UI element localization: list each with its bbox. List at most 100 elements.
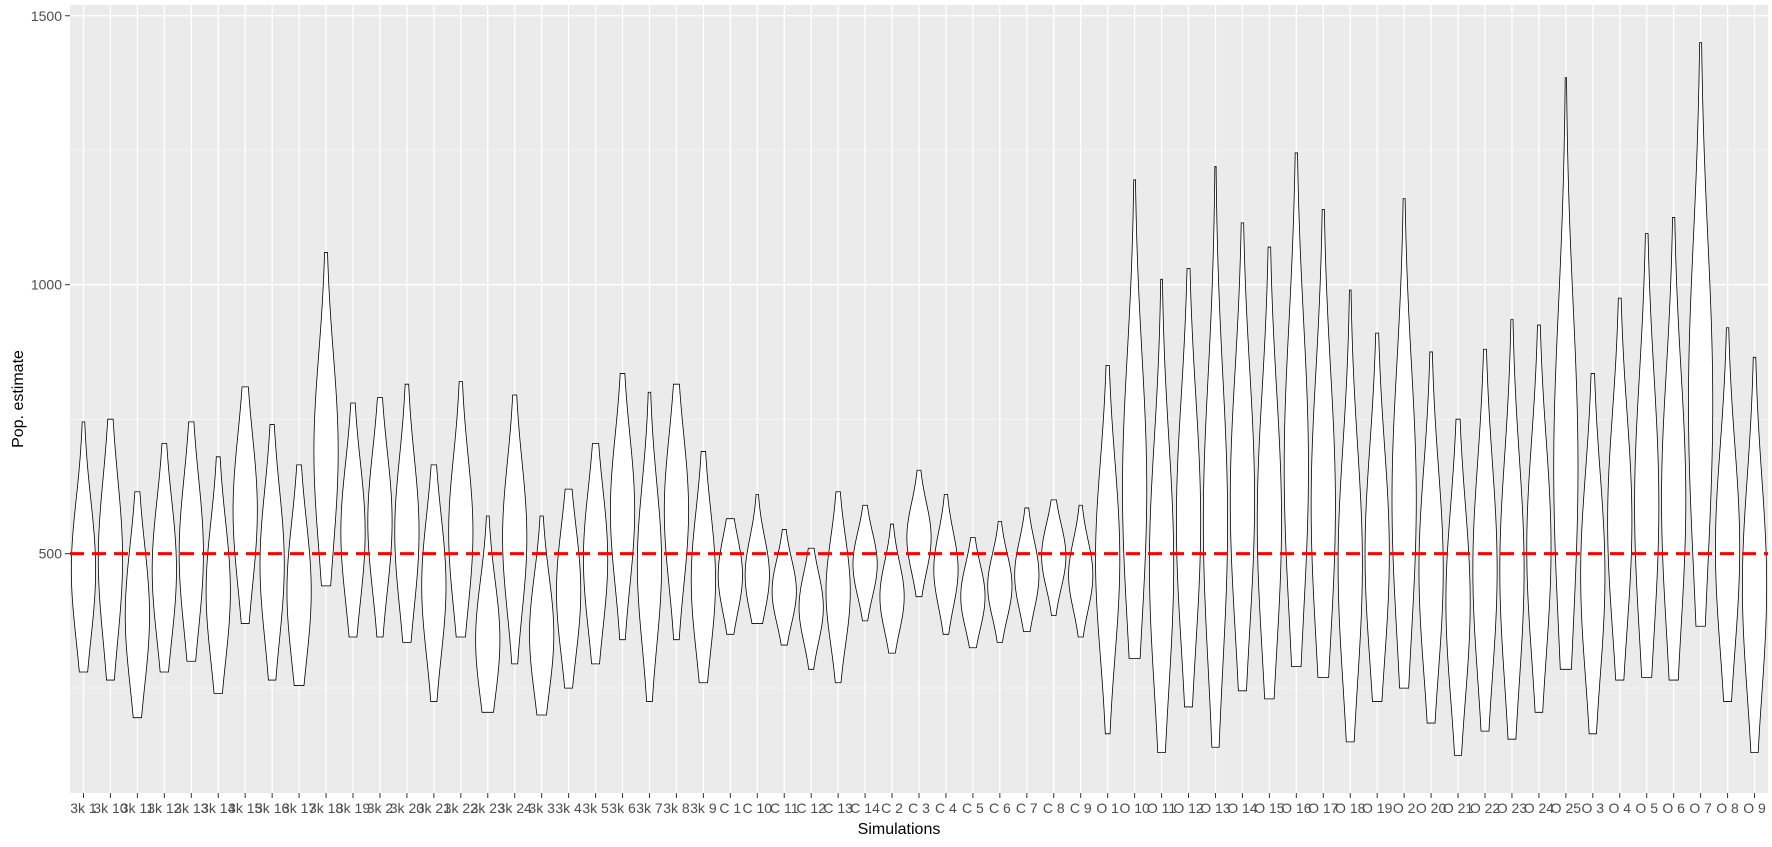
x-tick-label: C 1 xyxy=(719,800,741,816)
violin-3k-1 xyxy=(70,421,96,673)
x-tick-label: O 23 xyxy=(1497,800,1528,816)
x-tick-label: 3k 19 xyxy=(336,800,370,816)
x-tick-label: O 2 xyxy=(1393,800,1416,816)
violin-o-20 xyxy=(1418,351,1444,724)
x-tick-label: O 13 xyxy=(1200,800,1231,816)
x-tick-label: C 11 xyxy=(770,800,799,816)
x-tick-label: 3k 13 xyxy=(174,800,208,816)
violin-o-25 xyxy=(1553,77,1579,670)
x-tick-label: O 21 xyxy=(1443,800,1474,816)
x-tick-label: 3k 7 xyxy=(636,800,663,816)
violin-c-9 xyxy=(1068,504,1094,638)
violin-c-1 xyxy=(717,518,743,635)
x-tick-label: 3k 11 xyxy=(121,800,154,816)
x-tick-label: O 11 xyxy=(1147,800,1177,816)
x-tick-label: O 3 xyxy=(1582,800,1605,816)
x-tick-label: 3k 2 xyxy=(367,800,394,816)
violin-3k-10 xyxy=(97,418,123,681)
violin-o-4 xyxy=(1607,297,1633,681)
violin-o-14 xyxy=(1229,222,1255,692)
violin-3k-19 xyxy=(340,402,366,638)
violin-o-2 xyxy=(1391,198,1417,689)
violin-3k-18 xyxy=(313,252,339,587)
y-axis-title: Pop. estimate xyxy=(10,350,27,448)
violin-3k-7 xyxy=(636,391,662,702)
violin-3k-15 xyxy=(232,386,258,624)
x-tick-label: O 24 xyxy=(1524,800,1555,816)
y-tick-label: 1000 xyxy=(31,277,62,293)
x-tick-label: O 4 xyxy=(1608,800,1631,816)
x-tick-label: C 10 xyxy=(742,800,772,816)
x-tick-label: 3k 24 xyxy=(498,800,532,816)
x-tick-label: O 15 xyxy=(1254,800,1285,816)
violin-3k-13 xyxy=(178,421,204,662)
x-tick-label: O 6 xyxy=(1662,800,1685,816)
x-tick-label: 3k 21 xyxy=(417,800,451,816)
violin-c-8 xyxy=(1041,499,1067,616)
x-tick-label: 3k 6 xyxy=(609,800,636,816)
x-tick-label: 3k 10 xyxy=(93,800,127,816)
x-tick-label: C 7 xyxy=(1016,800,1038,816)
violin-o-17 xyxy=(1310,209,1336,678)
violin-o-10 xyxy=(1122,179,1148,659)
x-tick-label: O 14 xyxy=(1227,800,1258,816)
x-tick-label: 3k 8 xyxy=(663,800,690,816)
x-tick-label: 3k 15 xyxy=(228,800,262,816)
violin-3k-11 xyxy=(124,491,150,719)
violin-3k-5 xyxy=(583,442,609,665)
x-tick-label: 3k 22 xyxy=(444,800,478,816)
x-tick-label: C 2 xyxy=(881,800,903,816)
violins xyxy=(70,42,1768,756)
x-tick-label: C 4 xyxy=(935,800,957,816)
x-axis-title: Simulations xyxy=(858,821,941,838)
violin-3k-24 xyxy=(502,394,528,665)
violin-c-12 xyxy=(798,547,824,670)
violin-3k-17 xyxy=(286,464,312,686)
violin-c-13 xyxy=(825,491,851,684)
violin-c-7 xyxy=(1014,507,1040,633)
violin-o-18 xyxy=(1337,289,1363,743)
violin-o-22 xyxy=(1472,348,1498,732)
x-tick-label: C 8 xyxy=(1043,800,1065,816)
x-tick-label: 3k 9 xyxy=(690,800,717,816)
x-tick-label: O 7 xyxy=(1689,800,1712,816)
x-tick-label: C 12 xyxy=(796,800,826,816)
x-tick-label: O 12 xyxy=(1173,800,1204,816)
violin-c-4 xyxy=(933,494,959,635)
violin-o-1 xyxy=(1095,364,1121,735)
violin-o-11 xyxy=(1149,278,1175,754)
violin-3k-9 xyxy=(690,451,716,684)
x-tick-label: O 20 xyxy=(1416,800,1447,816)
violin-o-8 xyxy=(1715,327,1741,702)
violin-3k-2 xyxy=(367,397,393,638)
violin-o-16 xyxy=(1283,152,1309,667)
x-tick-label: 3k 17 xyxy=(282,800,316,816)
x-tick-label: C 6 xyxy=(989,800,1011,816)
x-tick-label: O 1 xyxy=(1096,800,1119,816)
x-tick-label: C 9 xyxy=(1070,800,1092,816)
x-tick-label: O 22 xyxy=(1470,800,1501,816)
x-tick-label: O 10 xyxy=(1119,800,1150,816)
x-tick-label: 3k 23 xyxy=(471,800,505,816)
violin-c-6 xyxy=(987,520,1013,643)
violin-o-23 xyxy=(1499,319,1525,740)
y-tick-label: 1500 xyxy=(31,8,62,24)
x-tick-label: 3k 4 xyxy=(555,800,582,816)
x-tick-label: O 19 xyxy=(1362,800,1393,816)
x-tick-label: O 9 xyxy=(1743,800,1766,816)
violin-3k-21 xyxy=(421,464,447,702)
x-tick-label: O 17 xyxy=(1308,800,1339,816)
violin-o-13 xyxy=(1202,165,1228,748)
violin-o-24 xyxy=(1526,324,1552,713)
violin-o-5 xyxy=(1634,233,1660,678)
violin-o-7 xyxy=(1688,42,1714,627)
violin-o-21 xyxy=(1445,418,1471,756)
y-axis-ticks: 500 1000 1500 xyxy=(31,8,70,562)
x-tick-label: 3k 16 xyxy=(255,800,289,816)
violin-o-6 xyxy=(1661,217,1687,681)
x-tick-label: 3k 14 xyxy=(201,800,235,816)
x-tick-label: 3k 1 xyxy=(70,800,97,816)
x-tick-label: O 25 xyxy=(1551,800,1582,816)
y-tick-label: 500 xyxy=(39,546,63,562)
